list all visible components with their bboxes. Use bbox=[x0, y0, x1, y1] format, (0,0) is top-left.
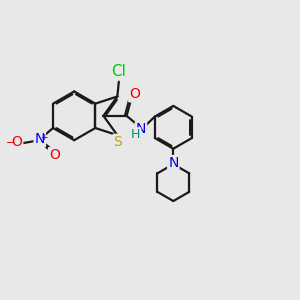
Text: N: N bbox=[136, 122, 146, 136]
Text: O: O bbox=[129, 87, 140, 101]
Text: H: H bbox=[131, 128, 140, 141]
Text: S: S bbox=[114, 135, 122, 149]
Text: −: − bbox=[6, 138, 16, 148]
Text: Cl: Cl bbox=[111, 64, 126, 79]
Text: O: O bbox=[11, 135, 22, 149]
Text: O: O bbox=[49, 148, 60, 162]
Text: N: N bbox=[168, 156, 178, 170]
Text: N: N bbox=[34, 132, 45, 146]
Text: +: + bbox=[40, 133, 47, 142]
